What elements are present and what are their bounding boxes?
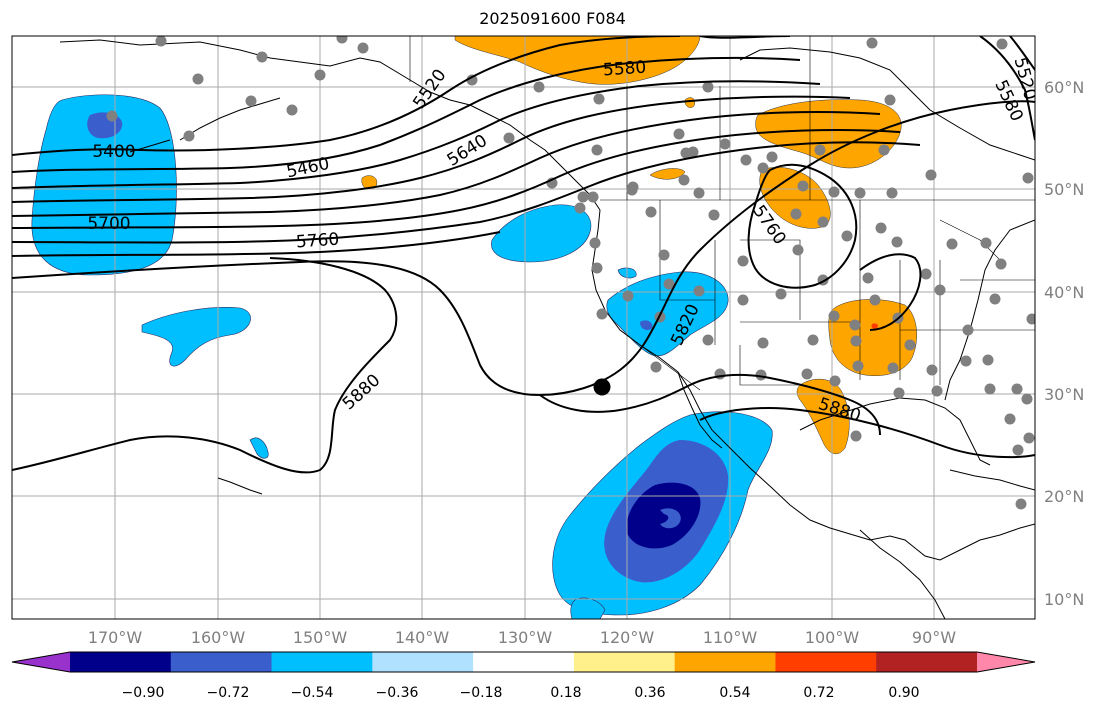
longitude-labels: 170°W 160°W 150°W 140°W 130°W 120°W 110°… xyxy=(88,628,956,647)
colorbar-segment xyxy=(674,652,776,672)
colorbar-extend-low xyxy=(12,652,70,672)
positive-anomaly-region xyxy=(796,378,850,455)
colorbar-segment xyxy=(473,652,575,672)
negative-anomaly-region xyxy=(491,204,592,263)
colorbar-extend-high xyxy=(977,652,1035,672)
strong-negative-anomaly xyxy=(626,482,701,549)
lat-label: 60°N xyxy=(1044,78,1084,97)
colorbar-tick-label: −0.18 xyxy=(460,685,503,701)
negative-anomaly-small xyxy=(570,597,606,619)
colorbar-tick-label: 0.36 xyxy=(634,685,665,701)
lon-label: 120°W xyxy=(600,628,655,647)
colorbar-tick-label: −0.90 xyxy=(122,685,165,701)
lat-label: 30°N xyxy=(1044,385,1084,404)
height-contours xyxy=(12,36,1035,474)
colorbar-segment xyxy=(271,652,373,672)
positive-anomaly-small xyxy=(649,168,686,180)
lon-label: 130°W xyxy=(498,628,553,647)
lon-label: 140°W xyxy=(395,628,450,647)
map-plot-area: 5400 5460 5520 5580 5640 5700 5760 5820 … xyxy=(12,36,1035,619)
map-frame xyxy=(11,35,1036,620)
swirl-center xyxy=(660,508,681,529)
lat-label: 40°N xyxy=(1044,283,1084,302)
colorbar-ticks: −0.90 −0.72 −0.54 −0.36 −0.18 0.18 0.36 … xyxy=(122,685,920,701)
colorbar-tick-label: 0.18 xyxy=(550,685,581,701)
positive-anomaly-region xyxy=(755,99,902,169)
contour-label: 5760 xyxy=(295,230,340,253)
lon-label: 160°W xyxy=(191,628,246,647)
map-title: 2025091600 F084 xyxy=(479,9,626,28)
location-marker xyxy=(593,378,611,396)
colorbar-tick-label: −0.72 xyxy=(207,685,250,701)
contour-label: 5400 xyxy=(92,142,135,162)
lon-label: 100°W xyxy=(805,628,860,647)
contour-label: 5700 xyxy=(87,214,130,234)
colorbar-segment xyxy=(573,652,676,672)
lat-label: 20°N xyxy=(1044,487,1084,506)
colorbar xyxy=(11,651,1036,673)
lon-label: 90°W xyxy=(912,628,956,647)
colorbar-segment xyxy=(775,652,877,672)
colorbar-tick-label: 0.72 xyxy=(803,685,834,701)
station-markers xyxy=(106,36,1035,510)
latitude-labels: 60°N 50°N 40°N 30°N 20°N 10°N xyxy=(1044,78,1084,609)
colorbar-tick-label: −0.54 xyxy=(291,685,334,701)
colorbar-segment xyxy=(170,652,273,672)
lat-label: 50°N xyxy=(1044,180,1084,199)
colorbar-tick-label: 0.54 xyxy=(719,685,750,701)
strong-positive-anomaly xyxy=(871,323,879,329)
lon-label: 170°W xyxy=(88,628,143,647)
negative-anomaly-region xyxy=(141,307,251,367)
colorbar-segment xyxy=(876,652,978,672)
strong-negative-anomaly xyxy=(640,320,653,330)
colorbar-tick-label: −0.36 xyxy=(376,685,419,701)
colorbar-segment xyxy=(372,652,474,672)
lat-label: 10°N xyxy=(1044,590,1084,609)
lon-label: 110°W xyxy=(703,628,758,647)
lon-label: 150°W xyxy=(293,628,348,647)
contour-label: 5580 xyxy=(602,58,647,81)
positive-anomaly-region xyxy=(828,299,917,376)
colorbar-outline xyxy=(11,651,1036,673)
negative-anomaly-small xyxy=(249,437,269,459)
colorbar-segment xyxy=(70,652,172,672)
colorbar-tick-label: 0.90 xyxy=(888,685,919,701)
